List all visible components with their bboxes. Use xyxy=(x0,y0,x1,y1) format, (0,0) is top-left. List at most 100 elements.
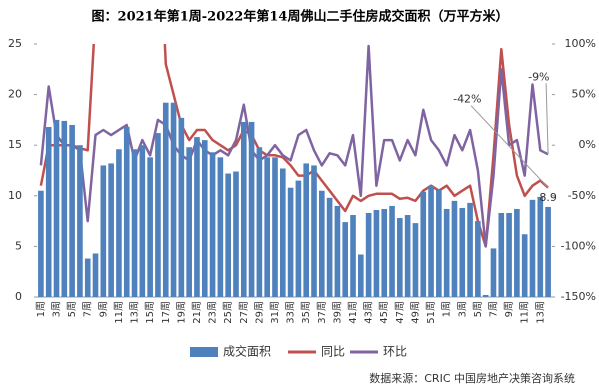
bar xyxy=(225,173,231,297)
chart-title: 图：2021年第1周-2022年第14周佛山二手住房成交面积（万平方米） xyxy=(92,9,509,25)
x-tick-label: 33周 xyxy=(285,301,297,324)
bar xyxy=(53,119,60,298)
bar xyxy=(467,202,473,297)
bar xyxy=(311,165,317,297)
x-tick-label: 51周 xyxy=(425,301,437,324)
bar xyxy=(514,208,520,297)
data-label: -9% xyxy=(528,70,549,83)
bar xyxy=(248,121,255,297)
bar xyxy=(123,126,130,297)
bar xyxy=(217,157,224,297)
y-tick-label: 10 xyxy=(8,189,22,202)
bar xyxy=(38,190,44,297)
x-tick-label: 9周 xyxy=(503,301,515,317)
y2-tick-label: -150% xyxy=(561,290,596,303)
x-tick-label: 27周 xyxy=(238,301,250,324)
x-tick-label: 1周 xyxy=(441,301,453,317)
y2-tick-label: -100% xyxy=(561,239,596,252)
bar xyxy=(545,206,551,297)
x-tick-label: 5周 xyxy=(66,301,78,317)
bar xyxy=(498,213,505,297)
bar xyxy=(490,248,497,297)
x-tick-label: 7周 xyxy=(487,301,499,317)
bar xyxy=(389,205,395,297)
bar xyxy=(443,208,450,297)
x-tick-label: 31周 xyxy=(269,301,281,324)
x-tick-label: 19周 xyxy=(175,301,187,324)
bar xyxy=(170,102,177,297)
y2-tick-label: 50% xyxy=(572,88,596,101)
legend-label: 成交面积 xyxy=(223,344,271,359)
bar xyxy=(365,213,372,297)
bar xyxy=(178,117,185,297)
bar xyxy=(92,253,99,297)
x-tick-label: 35周 xyxy=(300,301,312,324)
bar xyxy=(295,180,302,297)
y-tick-label: 20 xyxy=(8,88,22,101)
bar xyxy=(162,102,169,297)
legend-swatch xyxy=(190,347,218,357)
source: 数据来源：CRIC 中国房地产决策咨询系统 xyxy=(369,371,575,385)
x-tick-label: 9周 xyxy=(97,301,109,317)
x-tick-label: 47周 xyxy=(394,301,406,324)
bar xyxy=(256,147,263,297)
bar xyxy=(116,149,122,297)
bar xyxy=(319,190,325,297)
y-tick-label: 5 xyxy=(15,239,22,252)
x-tick-label: 11周 xyxy=(519,301,531,324)
x-tick-label: 11周 xyxy=(113,301,125,324)
bar xyxy=(373,209,380,297)
bar xyxy=(131,149,138,297)
bar xyxy=(381,208,388,297)
line xyxy=(39,44,549,248)
bar xyxy=(506,213,512,297)
bar xyxy=(342,222,349,297)
bar xyxy=(100,165,107,297)
y2-tick-label: 0% xyxy=(579,138,596,151)
x-tick-label: 29周 xyxy=(253,301,265,324)
bar xyxy=(475,221,481,297)
bar xyxy=(482,294,489,297)
bar xyxy=(428,185,434,297)
bar xyxy=(240,121,247,297)
x-tick-label: 25周 xyxy=(222,301,234,324)
y-tick-label: 15 xyxy=(8,138,22,151)
y-tick-label: 0 xyxy=(15,290,22,303)
x-tick-label: 13周 xyxy=(129,301,141,324)
legend-label: 环比 xyxy=(383,345,407,359)
x-tick-label: 45周 xyxy=(378,301,390,324)
x-tick-label: 13周 xyxy=(534,301,546,324)
bar xyxy=(201,140,208,297)
data-label: -42% xyxy=(453,93,481,106)
bar xyxy=(529,199,536,297)
x-tick-label: 39周 xyxy=(331,301,343,324)
line xyxy=(39,44,549,248)
x-tick-label: 1周 xyxy=(35,301,47,317)
bar xyxy=(272,157,278,297)
bar xyxy=(69,124,75,298)
x-tick-label: 21周 xyxy=(191,301,203,324)
bar xyxy=(350,215,356,297)
bar xyxy=(186,147,192,297)
bar xyxy=(287,187,294,297)
bar xyxy=(303,163,310,297)
bar xyxy=(397,218,403,297)
y-tick-label: 25 xyxy=(8,37,22,50)
leader-line xyxy=(470,105,549,189)
bar xyxy=(155,133,161,297)
data-label: 8.9 xyxy=(539,191,557,204)
bar xyxy=(326,197,333,297)
x-tick-label: 41周 xyxy=(347,301,359,324)
bar xyxy=(412,223,419,297)
y2-tick-label: 100% xyxy=(565,37,596,50)
plot-lines xyxy=(39,44,549,248)
x-tick-label: 17周 xyxy=(160,301,172,324)
bar xyxy=(108,163,114,297)
bar xyxy=(194,137,200,297)
bar xyxy=(436,189,442,297)
x-tick-label: 3周 xyxy=(51,301,63,317)
legend-label: 同比 xyxy=(321,345,345,359)
x-tick-label: 15周 xyxy=(144,301,156,324)
bar xyxy=(404,215,411,297)
